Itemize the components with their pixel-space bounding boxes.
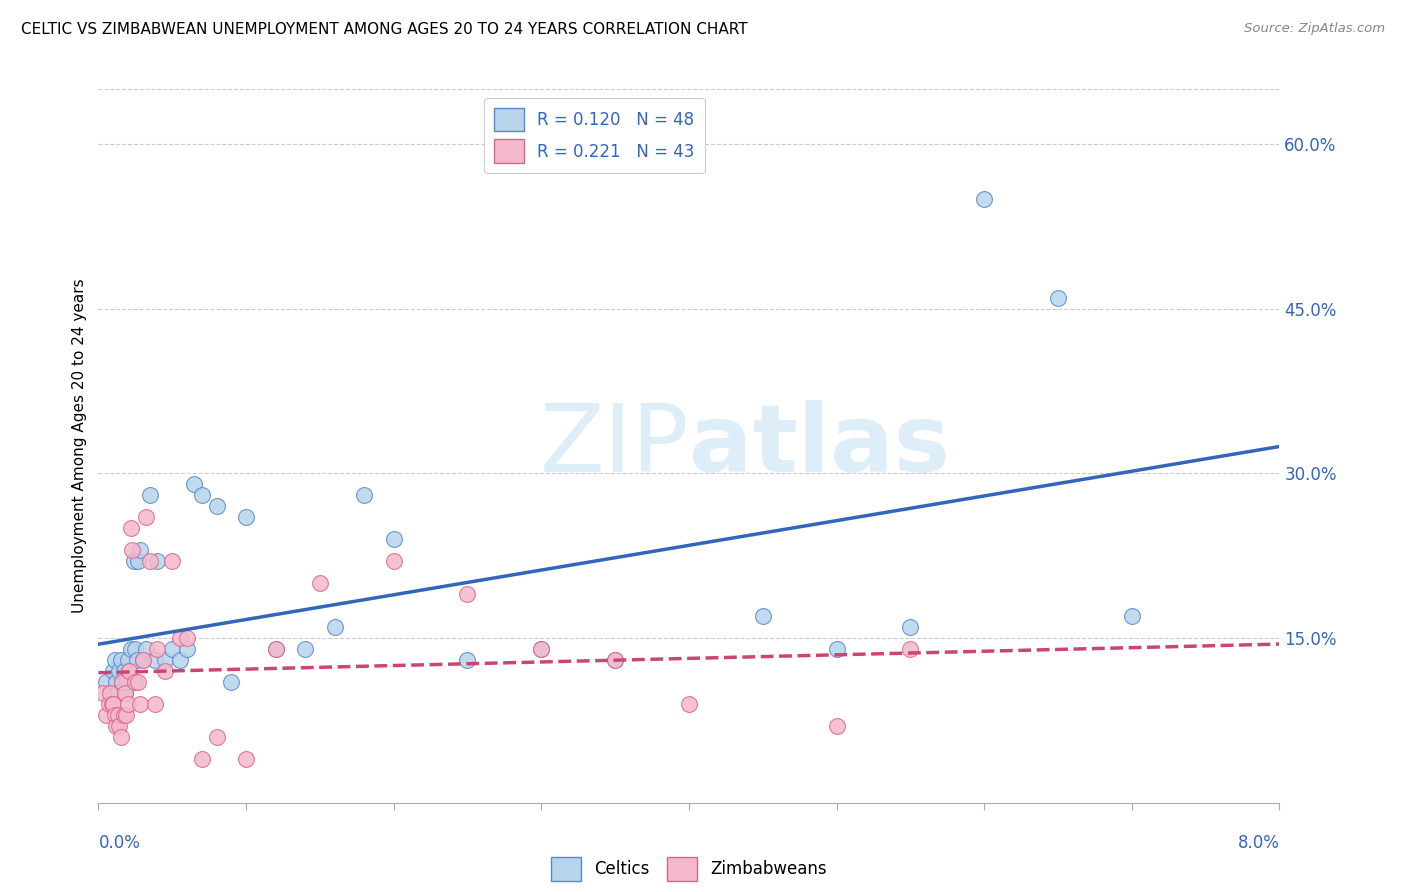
Point [143, 653, 166, 667]
Point [205, 500, 228, 514]
Text: Source: ZipAtlas.com: Source: ZipAtlas.com [1244, 22, 1385, 36]
Point [121, 543, 143, 558]
Point [117, 697, 139, 711]
Point [169, 653, 191, 667]
Point [530, 642, 553, 657]
Point [605, 653, 627, 667]
Point [112, 664, 135, 678]
Point [382, 554, 405, 568]
Point [605, 653, 627, 667]
Point [751, 609, 773, 624]
Point [120, 521, 142, 535]
Point [114, 686, 136, 700]
Point [323, 620, 346, 634]
Point [125, 653, 148, 667]
Point [103, 697, 125, 711]
Point [94, 675, 117, 690]
Point [143, 697, 166, 711]
Point [135, 642, 157, 657]
Point [107, 708, 129, 723]
Point [973, 192, 995, 206]
Text: 8.0%: 8.0% [1237, 834, 1279, 852]
Point [107, 686, 129, 700]
Legend: Celtics, Zimbabweans: Celtics, Zimbabweans [544, 850, 834, 888]
Point [128, 543, 150, 558]
Point [112, 708, 135, 723]
Point [153, 653, 176, 667]
Point [294, 642, 316, 657]
Text: CELTIC VS ZIMBABWEAN UNEMPLOYMENT AMONG AGES 20 TO 24 YEARS CORRELATION CHART: CELTIC VS ZIMBABWEAN UNEMPLOYMENT AMONG … [21, 22, 748, 37]
Point [114, 686, 136, 700]
Point [139, 554, 162, 568]
Point [825, 642, 848, 657]
Point [110, 653, 132, 667]
Point [91, 686, 114, 700]
Point [162, 642, 183, 657]
Point [162, 554, 183, 568]
Point [264, 642, 287, 657]
Point [678, 697, 700, 711]
Point [118, 664, 141, 678]
Point [127, 675, 149, 690]
Point [105, 675, 128, 690]
Point [825, 719, 848, 733]
Text: atlas: atlas [689, 400, 950, 492]
Point [110, 730, 132, 744]
Point [132, 653, 155, 667]
Point [104, 708, 127, 723]
Point [111, 675, 134, 690]
Point [115, 708, 138, 723]
Point [132, 653, 155, 667]
Point [94, 708, 117, 723]
Point [108, 664, 131, 678]
Point [900, 620, 922, 634]
Point [205, 730, 228, 744]
Point [169, 631, 191, 645]
Point [104, 653, 127, 667]
Point [135, 510, 157, 524]
Point [235, 752, 257, 766]
Point [122, 554, 145, 568]
Point [108, 719, 131, 733]
Point [146, 554, 169, 568]
Point [1121, 609, 1143, 624]
Point [111, 675, 134, 690]
Point [124, 642, 146, 657]
Point [382, 533, 405, 547]
Point [264, 642, 287, 657]
Point [191, 488, 214, 502]
Point [456, 587, 478, 601]
Y-axis label: Unemployment Among Ages 20 to 24 years: Unemployment Among Ages 20 to 24 years [72, 278, 87, 614]
Point [219, 675, 242, 690]
Point [115, 675, 138, 690]
Text: 0.0%: 0.0% [98, 834, 141, 852]
Point [900, 642, 922, 657]
Point [183, 477, 205, 491]
Point [103, 664, 125, 678]
Point [353, 488, 375, 502]
Point [191, 752, 214, 766]
Point [117, 653, 139, 667]
Point [176, 642, 198, 657]
Point [124, 675, 146, 690]
Text: ZIP: ZIP [540, 400, 689, 492]
Point [120, 642, 142, 657]
Point [235, 510, 257, 524]
Point [98, 686, 121, 700]
Point [456, 653, 478, 667]
Point [98, 686, 121, 700]
Point [153, 664, 176, 678]
Point [530, 642, 553, 657]
Point [146, 642, 169, 657]
Point [105, 719, 128, 733]
Point [176, 631, 198, 645]
Point [139, 488, 162, 502]
Point [97, 697, 120, 711]
Point [1046, 291, 1069, 305]
Point [118, 664, 141, 678]
Point [128, 697, 150, 711]
Point [100, 697, 122, 711]
Point [308, 576, 332, 591]
Point [127, 554, 149, 568]
